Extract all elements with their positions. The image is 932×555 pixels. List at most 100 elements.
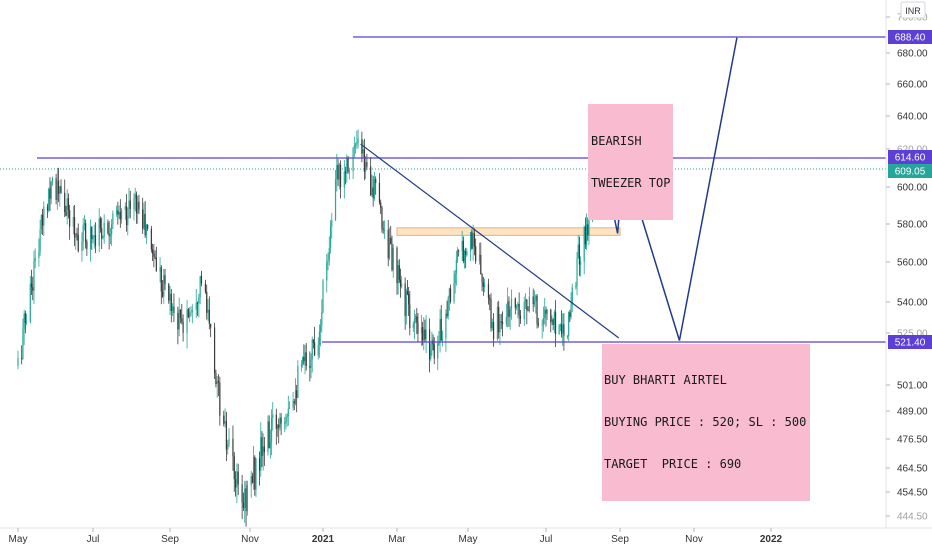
candle	[528, 287, 530, 313]
candle	[206, 284, 208, 320]
candle	[415, 314, 417, 324]
candle-body	[93, 235, 95, 237]
candle	[303, 344, 305, 365]
candle-body	[356, 141, 358, 145]
candle-body	[173, 306, 175, 314]
candle-body	[545, 309, 547, 314]
candle-body	[154, 256, 156, 258]
candle	[505, 303, 507, 327]
candle	[551, 315, 553, 326]
candle-body	[392, 247, 394, 271]
candle	[38, 238, 40, 267]
candle	[388, 227, 391, 261]
currency-label: INR	[905, 6, 921, 16]
candle	[353, 136, 355, 158]
candle	[24, 310, 26, 334]
candle	[326, 254, 328, 293]
candle-body	[568, 312, 570, 336]
candle	[405, 288, 407, 325]
candle-body	[507, 301, 509, 317]
pattern-annotation[interactable]: BEARISH TWEEZER TOP	[588, 104, 674, 220]
candle-body	[275, 414, 277, 430]
candle-body	[455, 260, 457, 274]
price-badge: 609.05	[888, 164, 932, 179]
candle-body	[500, 321, 502, 323]
candle-body	[164, 275, 166, 285]
candle-body	[46, 206, 49, 211]
candle-body	[518, 303, 520, 316]
candle	[292, 391, 294, 411]
candle-body	[284, 421, 286, 424]
candle	[242, 492, 245, 511]
candle-body	[39, 229, 41, 252]
candle	[128, 187, 130, 219]
candle-body	[405, 291, 407, 317]
candle	[471, 229, 473, 250]
candle-body	[445, 313, 447, 339]
candle	[453, 270, 455, 304]
candle-body	[456, 250, 459, 261]
candle	[560, 310, 563, 338]
candle	[234, 471, 237, 497]
candle-body	[155, 257, 157, 272]
candle-body	[536, 295, 538, 324]
candle	[189, 307, 191, 323]
candle	[515, 304, 518, 311]
price-badge: 688.40	[888, 30, 932, 44]
candle-body	[346, 158, 348, 174]
candle-body	[134, 194, 136, 199]
candle	[21, 345, 23, 365]
candle-body	[125, 206, 128, 226]
candle	[135, 191, 138, 224]
candle	[23, 309, 25, 346]
candle	[466, 248, 468, 257]
candle-body	[471, 232, 473, 249]
candle-body	[99, 218, 102, 229]
candle	[252, 446, 255, 490]
candle-body	[372, 187, 374, 199]
candle	[383, 220, 386, 239]
candle-body	[408, 293, 410, 305]
price-tick-label: 444.50	[897, 512, 928, 523]
candle-body	[515, 306, 518, 308]
candle	[227, 439, 229, 455]
candle	[523, 296, 525, 326]
candle-body	[424, 329, 426, 340]
trade-annotation[interactable]: BUY BHARTI AIRTEL BUYING PRICE : 520; SL…	[602, 344, 811, 501]
candle	[120, 208, 123, 224]
candle	[245, 480, 247, 527]
candle	[472, 224, 474, 261]
candle-body	[190, 312, 192, 314]
candle-body	[216, 381, 218, 384]
candle-body	[236, 471, 238, 488]
price-tick-label: 660.00	[897, 80, 928, 91]
candle-body	[355, 144, 357, 146]
candle	[559, 323, 561, 332]
candle	[112, 210, 114, 230]
candle	[168, 282, 170, 304]
candle-body	[107, 222, 109, 234]
pattern-annotation-line: TWEEZER TOP	[591, 176, 671, 190]
candle-body	[388, 237, 391, 259]
candle	[584, 217, 586, 249]
candle-body	[33, 260, 35, 291]
candle	[392, 244, 394, 278]
descending-trendline[interactable]	[360, 143, 620, 339]
time-tick-label: Nov	[685, 534, 703, 545]
candle-body	[478, 254, 481, 262]
candle-body	[329, 226, 332, 249]
candle	[583, 225, 585, 275]
candle	[309, 351, 311, 382]
candle-body	[177, 313, 179, 330]
candle	[465, 247, 467, 269]
candle-body	[492, 321, 495, 340]
candle	[182, 314, 184, 342]
candle	[59, 185, 61, 207]
supply-zone[interactable]	[396, 227, 621, 236]
candle-body	[334, 179, 337, 221]
candle-body	[322, 280, 324, 313]
candle	[223, 410, 225, 427]
candle-body	[472, 233, 474, 249]
candle-body	[465, 251, 467, 256]
